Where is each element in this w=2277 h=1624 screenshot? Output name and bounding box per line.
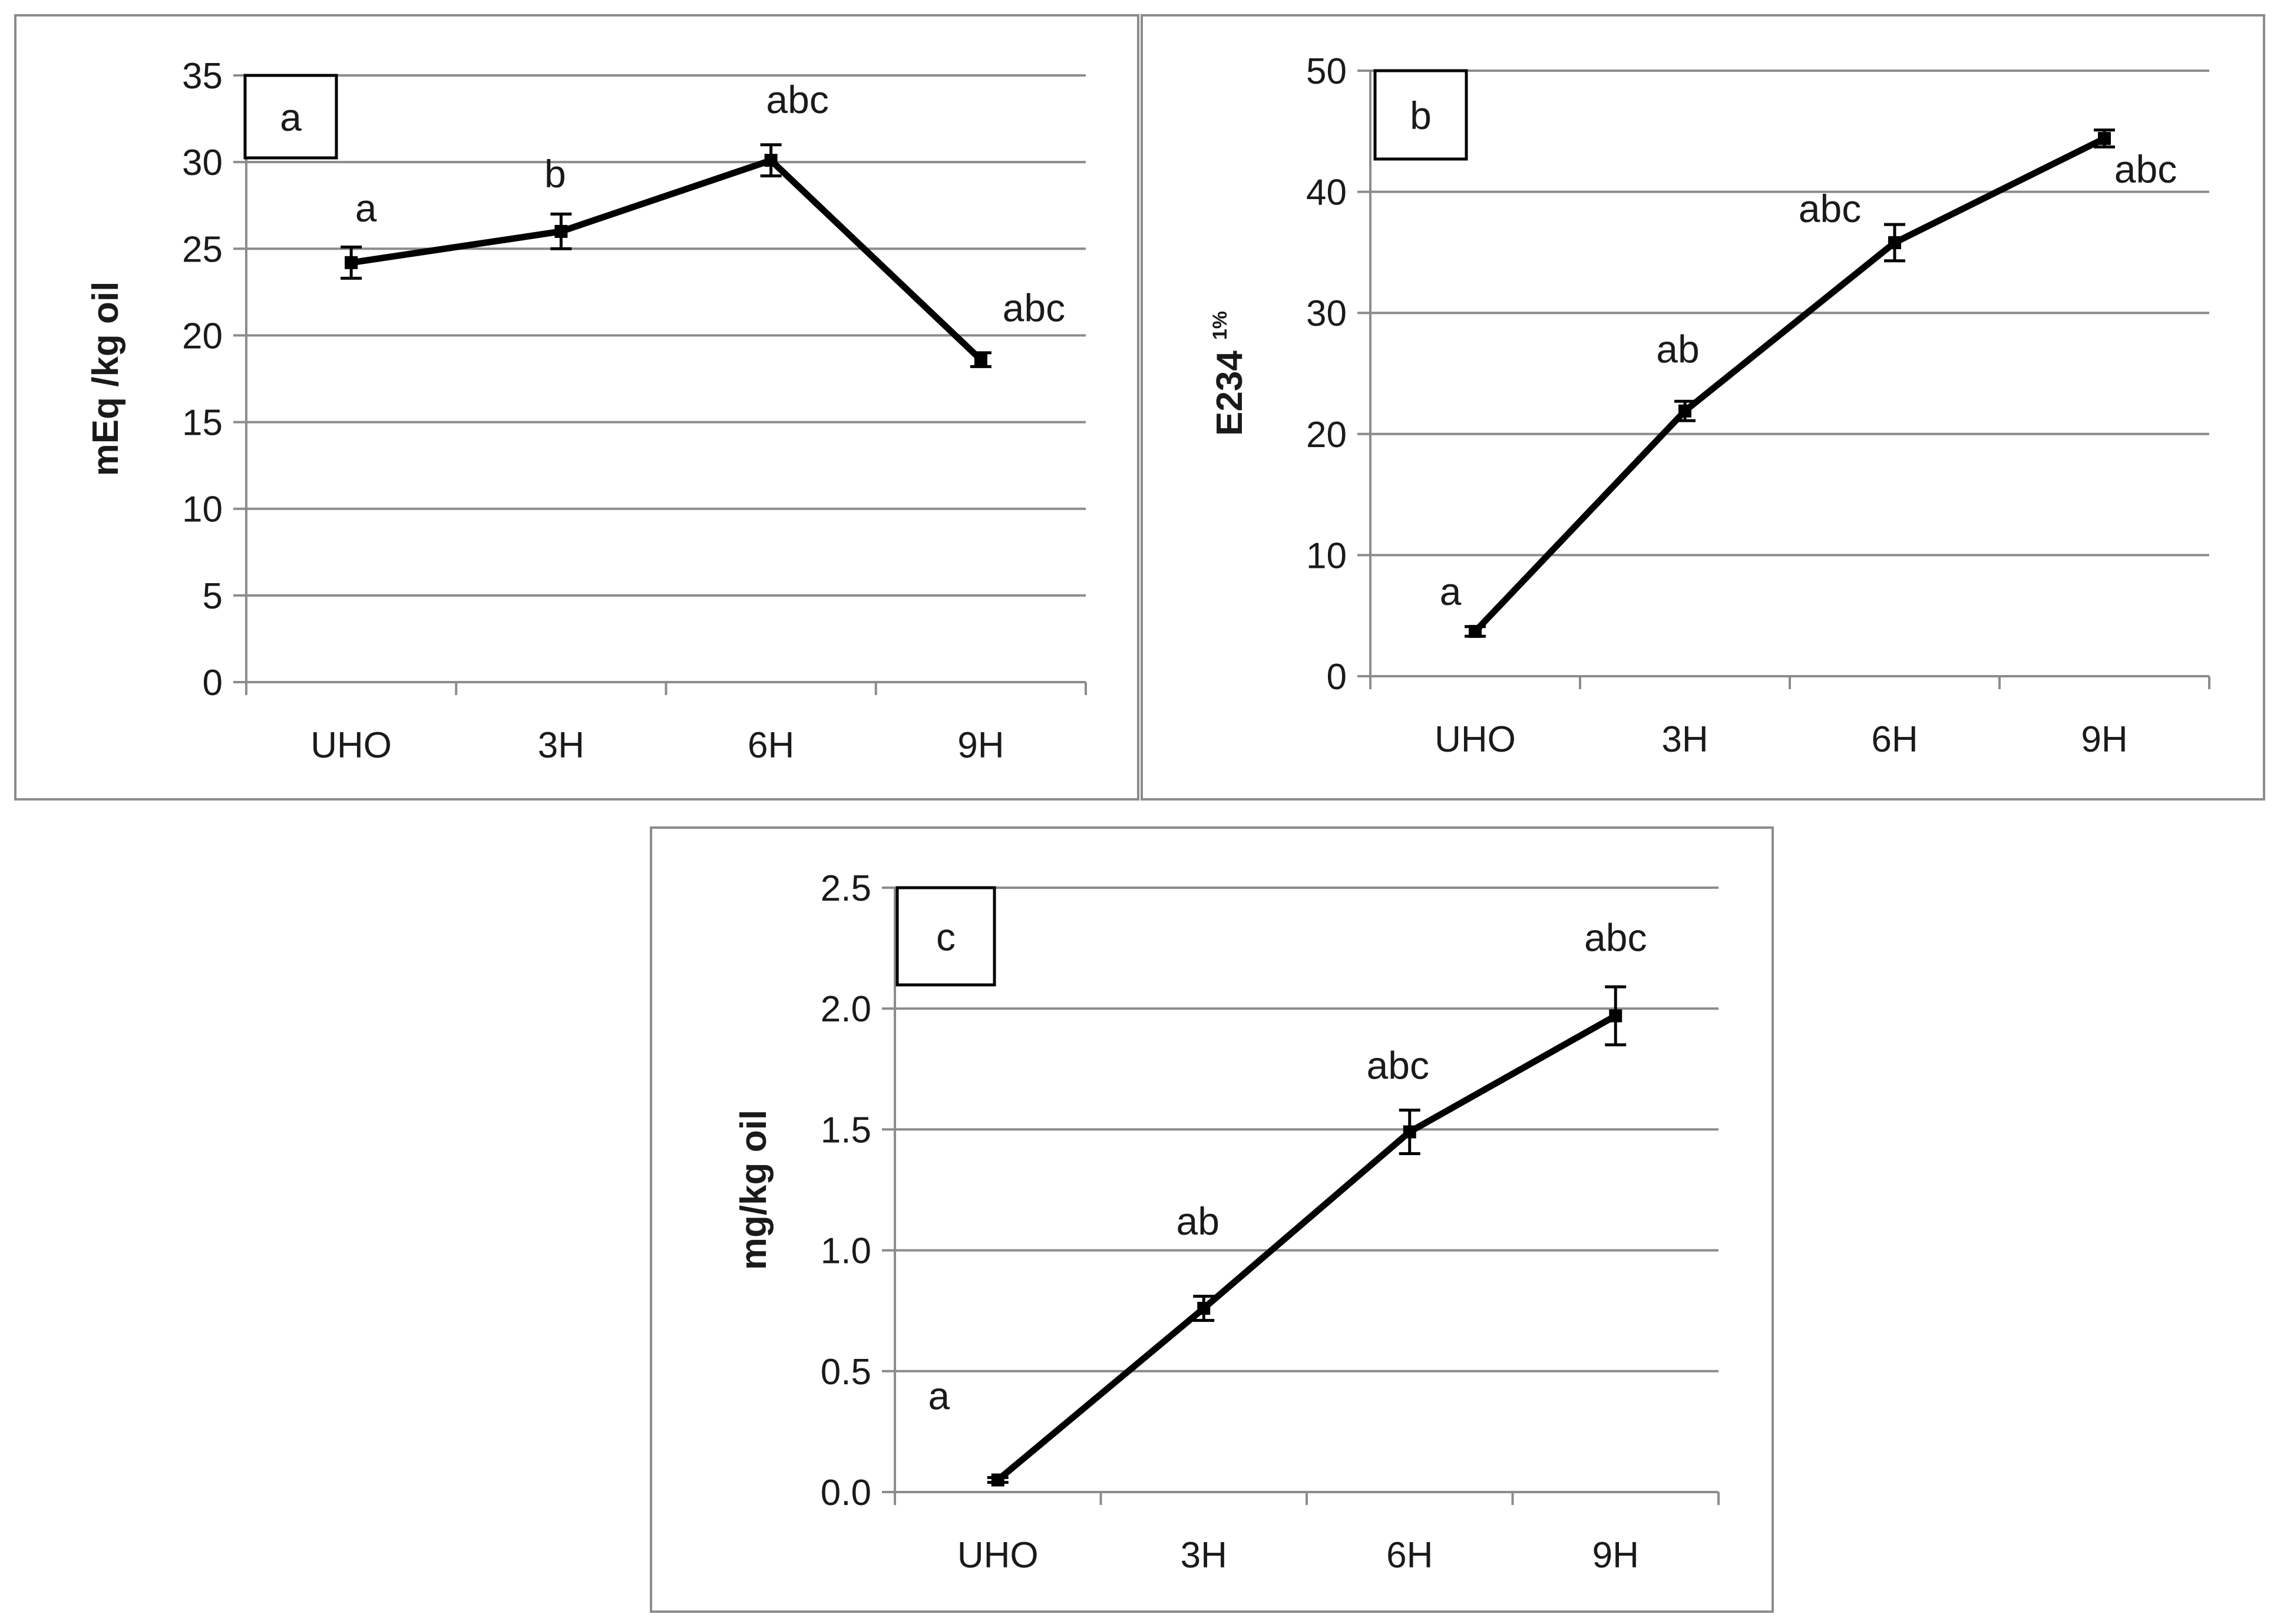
- data-point: [1469, 624, 1482, 638]
- chart-panel-a: 0 5 10 15 20 25 30 35 UHO 3H 6H 9H mEq /kg oil a b abc a…: [14, 14, 1139, 801]
- data-point: [764, 154, 778, 167]
- chart-panel-b: 0 10 20 30 40 50 UHO 3H 6H 9H E2341% a ab abc abc b: [1141, 14, 2265, 801]
- y-tick-label: 20: [182, 316, 223, 356]
- data-point: [2098, 132, 2111, 145]
- panel-tag: c: [936, 915, 956, 959]
- significance-label: ab: [1176, 1199, 1220, 1243]
- data-point: [345, 256, 358, 269]
- significance-label: abc: [766, 78, 828, 121]
- y-tick-label: 0: [1327, 657, 1347, 697]
- y-axis-label: mEq /kg oil: [85, 282, 126, 477]
- y-tick-label: 15: [182, 403, 223, 444]
- x-tick-label: 6H: [748, 725, 794, 766]
- significance-label: abc: [1003, 286, 1065, 330]
- chart-b: 0 10 20 30 40 50 UHO 3H 6H 9H E2341% a ab abc abc b: [1209, 51, 2210, 760]
- significance-label: abc: [1584, 916, 1647, 960]
- panel-tag-box: [1373, 69, 1468, 161]
- chart-c: 0.0 0.5 1.0 1.5 2.0 2.5 UHO 3H 6H 9H mg/kg oil a ab a…: [733, 868, 1720, 1576]
- y-tick-label: 2.0: [821, 989, 871, 1030]
- y-axis-label: E2341%: [1209, 311, 1250, 436]
- y-axis-label: mg/kg oil: [733, 1110, 774, 1270]
- y-tick-label: 5: [203, 576, 223, 617]
- y-tick-label: 20: [1306, 415, 1347, 455]
- chart-panel-c: 0.0 0.5 1.0 1.5 2.0 2.5 UHO 3H 6H 9H mg/kg oil a ab a…: [650, 826, 1774, 1613]
- y-tick-label: 35: [182, 56, 223, 97]
- data-point: [1678, 404, 1691, 418]
- data-point: [991, 1473, 1004, 1487]
- data-point: [1403, 1125, 1416, 1139]
- significance-label: a: [355, 186, 377, 230]
- x-tick-label: 3H: [1661, 719, 1708, 760]
- panel-tag: b: [1410, 94, 1432, 137]
- y-tick-label: 0.5: [821, 1352, 871, 1393]
- y-tick-label: 10: [182, 489, 223, 530]
- significance-label: abc: [1799, 187, 1861, 230]
- x-tick-label: UHO: [957, 1535, 1039, 1576]
- panel-tag: a: [280, 95, 302, 139]
- y-tick-label: 25: [182, 229, 223, 270]
- x-tick-label: 6H: [1386, 1535, 1433, 1576]
- significance-label: abc: [1367, 1044, 1429, 1087]
- y-tick-label: 1.0: [821, 1231, 871, 1272]
- series-line: [1473, 135, 2106, 634]
- series-line: [996, 1013, 1617, 1483]
- data-point: [974, 353, 987, 366]
- panel-tag-box: [243, 74, 338, 160]
- panel-tag-box: [895, 886, 996, 987]
- x-tick-label: UHO: [1435, 719, 1516, 760]
- data-point: [554, 224, 568, 238]
- chart-a: 0 5 10 15 20 25 30 35 UHO 3H 6H 9H mEq /kg oil a b abc a…: [85, 56, 1087, 766]
- x-tick-label: 3H: [1181, 1535, 1227, 1576]
- x-tick-label: UHO: [310, 725, 392, 766]
- data-point: [1888, 236, 1901, 249]
- y-tick-label: 50: [1306, 51, 1347, 92]
- y-tick-label: 40: [1306, 173, 1347, 213]
- y-tick-label: 2.5: [821, 868, 871, 909]
- y-tick-label: 0: [203, 663, 223, 703]
- x-tick-label: 9H: [1592, 1535, 1639, 1576]
- significance-label: abc: [2114, 147, 2177, 191]
- series-line: [351, 157, 983, 362]
- data-point: [1197, 1302, 1211, 1315]
- x-tick-label: 3H: [538, 725, 584, 766]
- significance-label: ab: [1656, 328, 1699, 371]
- y-tick-label: 30: [182, 143, 223, 183]
- y-tick-label: 10: [1306, 535, 1347, 576]
- y-tick-label: 1.5: [821, 1110, 871, 1150]
- x-tick-label: 6H: [1871, 719, 1918, 760]
- significance-label: a: [928, 1374, 950, 1417]
- y-tick-label: 0.0: [821, 1473, 871, 1513]
- y-tick-label: 30: [1306, 293, 1347, 334]
- data-point: [1609, 1009, 1622, 1023]
- significance-label: b: [544, 152, 566, 196]
- x-tick-label: 9H: [957, 725, 1004, 766]
- x-tick-label: 9H: [2081, 719, 2127, 760]
- significance-label: a: [1440, 570, 1462, 613]
